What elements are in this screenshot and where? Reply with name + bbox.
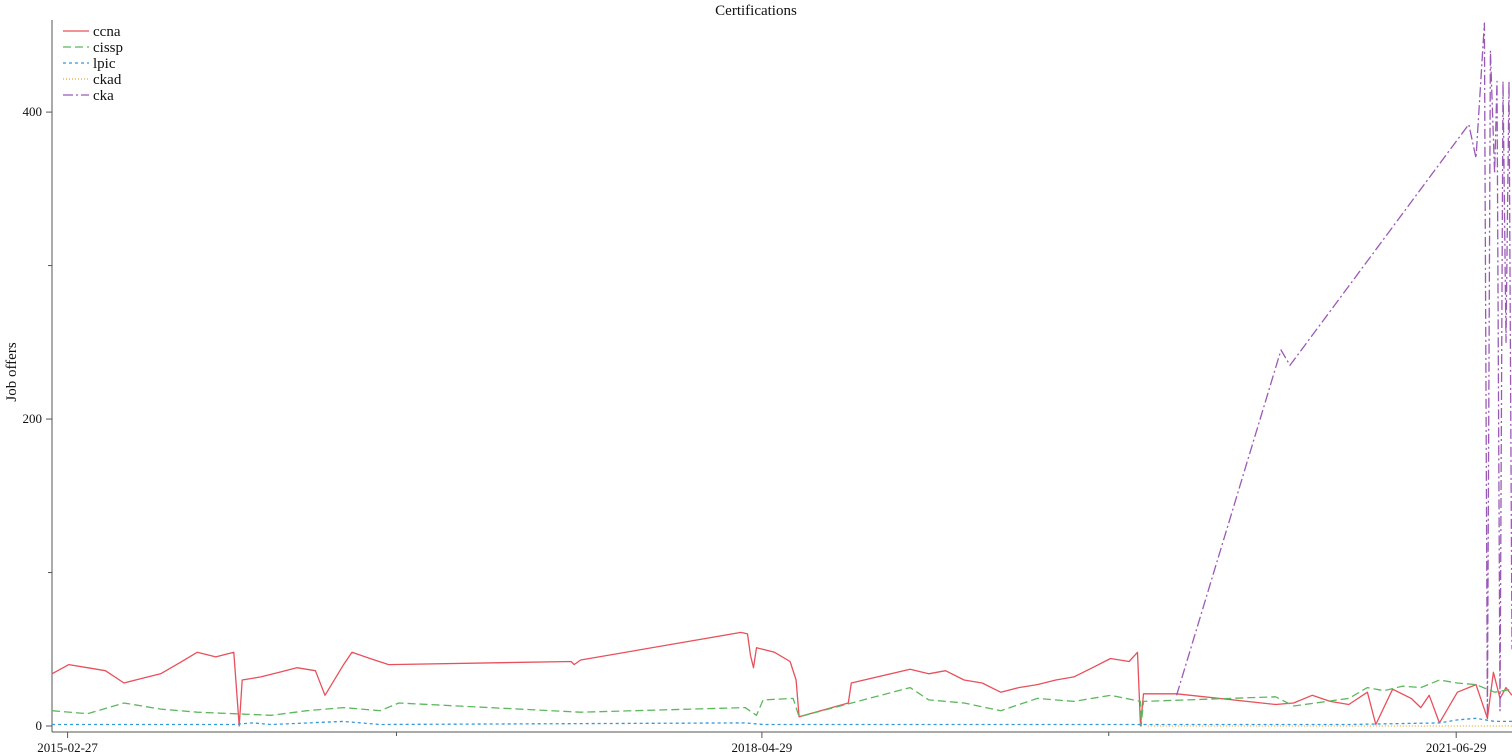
x-tick-label: 2018-04-29	[732, 740, 793, 755]
x-tick-label: 2015-02-27	[37, 740, 98, 755]
series-line-ccna	[51, 631, 1512, 727]
y-axis-label: Job offers	[4, 342, 20, 401]
series-line-cka	[1175, 22, 1512, 719]
series-line-lpic	[52, 717, 1512, 726]
y-tick-label: 400	[23, 104, 43, 119]
chart-title: Certifications	[715, 3, 797, 19]
legend-label-lpic: lpic	[93, 56, 116, 72]
series-line-cissp	[51, 679, 1512, 727]
legend-label-ckad: ckad	[93, 72, 122, 88]
y-tick-label: 0	[36, 718, 43, 733]
legend-label-cka: cka	[93, 88, 114, 104]
series-layer	[51, 22, 1512, 727]
y-tick-label: 200	[23, 411, 43, 426]
axes: 0 200 400 2015-02-27 2018-04-29 2021-06-29	[23, 20, 1512, 755]
legend-label-cissp: cissp	[93, 40, 123, 56]
legend-label-ccna: ccna	[93, 24, 121, 40]
x-tick-label: 2021-06-29	[1426, 740, 1487, 755]
